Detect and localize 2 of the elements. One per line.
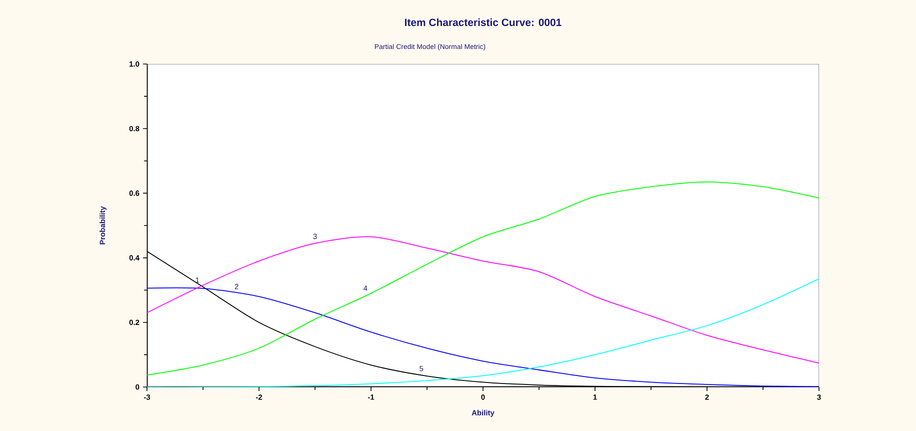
chart-title: Item Characteristic Curve: 0001: [405, 18, 562, 26]
line-series: [147, 181, 820, 376]
